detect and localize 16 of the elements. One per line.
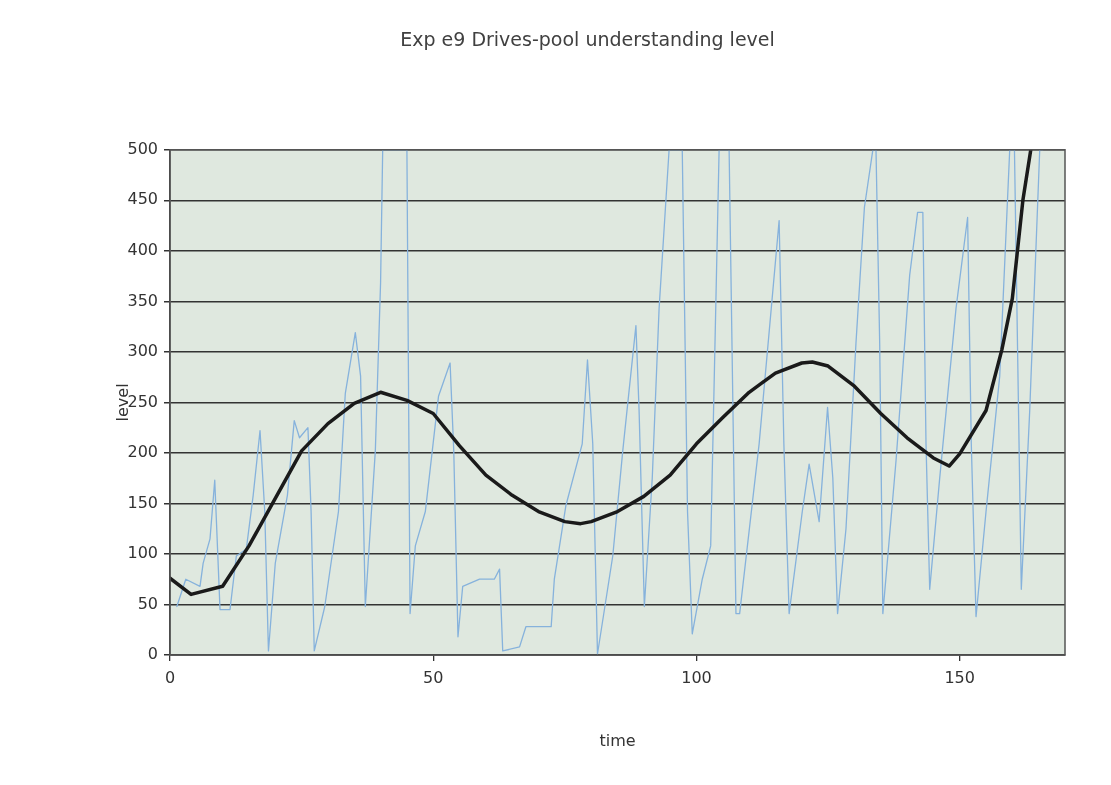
y-tick-label: 200 bbox=[127, 442, 158, 462]
x-tick-label: 150 bbox=[944, 667, 975, 687]
x-axis-title: time bbox=[599, 730, 636, 750]
y-tick-label: 300 bbox=[127, 341, 158, 361]
x-tick-label: 0 bbox=[164, 667, 176, 687]
y-tick-label: 350 bbox=[127, 290, 158, 310]
chart-title: Exp e9 Drives-pool understanding level bbox=[400, 28, 775, 51]
y-tick-label: 50 bbox=[137, 593, 158, 613]
y-tick-label: 400 bbox=[127, 240, 158, 259]
y-tick-label: 150 bbox=[127, 492, 158, 512]
x-tick-label: 100 bbox=[681, 667, 712, 687]
x-tick-label: 50 bbox=[423, 667, 444, 687]
y-tick-label: 0 bbox=[147, 644, 158, 664]
y-tick-label: 500 bbox=[127, 138, 158, 158]
y-tick-label: 450 bbox=[127, 189, 158, 209]
y-tick-label: 100 bbox=[127, 543, 158, 563]
